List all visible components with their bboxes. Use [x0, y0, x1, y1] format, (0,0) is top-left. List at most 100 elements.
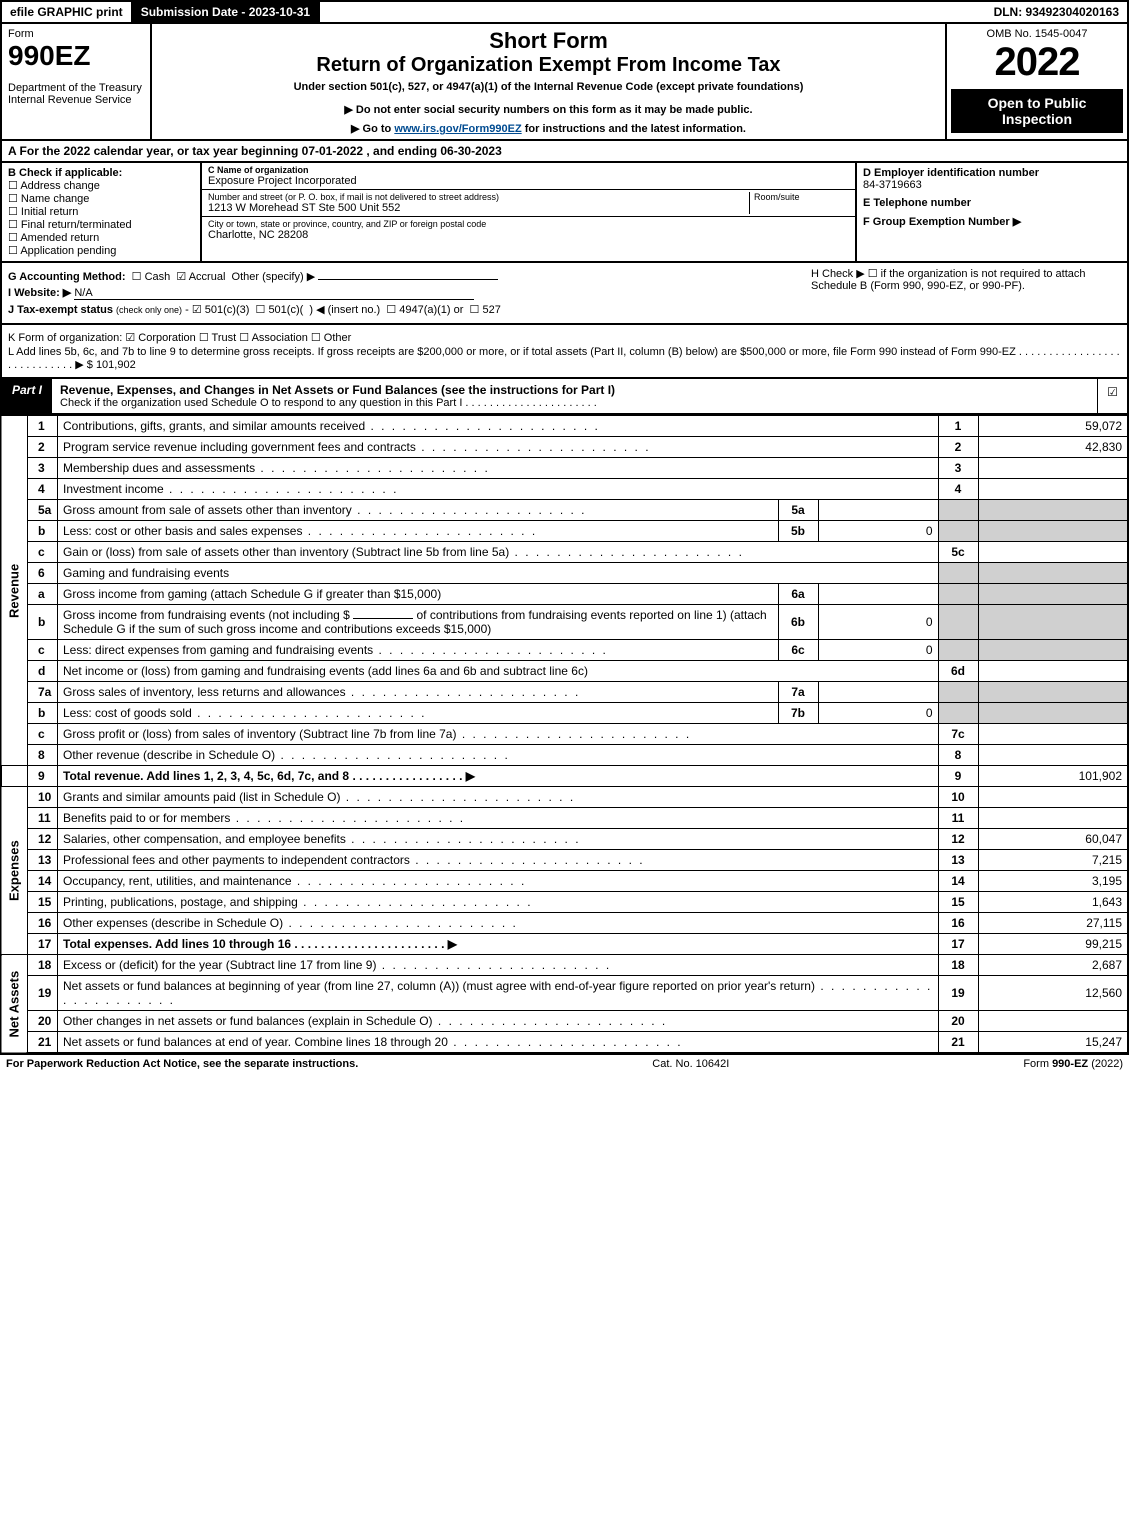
page-footer: For Paperwork Reduction Act Notice, see … — [0, 1054, 1129, 1073]
ln-14-rn: 14 — [938, 871, 978, 892]
chk-initial-return[interactable] — [8, 206, 21, 218]
website-val: N/A — [74, 287, 474, 300]
ln-13-desc: Professional fees and other payments to … — [63, 853, 645, 867]
ln-10-num: 10 — [28, 787, 58, 808]
table-row: b Less: cost or other basis and sales ex… — [1, 521, 1128, 542]
ln-8-desc: Other revenue (describe in Schedule O) — [63, 748, 510, 762]
opt-amended-return: Amended return — [20, 232, 99, 244]
ln-13-num: 13 — [28, 850, 58, 871]
ln-9-desc: Total revenue. Add lines 1, 2, 3, 4, 5c,… — [58, 766, 939, 787]
ln-12-rn: 12 — [938, 829, 978, 850]
ln-15-amt: 1,643 — [978, 892, 1128, 913]
ln-19-desc: Net assets or fund balances at beginning… — [63, 979, 932, 1007]
org-street: 1213 W Morehead ST Ste 500 Unit 552 — [208, 202, 749, 214]
ln-7b-sv: 0 — [818, 703, 938, 724]
table-row: 2 Program service revenue including gove… — [1, 437, 1128, 458]
chk-final-return[interactable] — [8, 219, 21, 231]
spacer — [1, 766, 28, 787]
ln-18-desc: Excess or (deficit) for the year (Subtra… — [63, 958, 611, 972]
ln-1-desc: Contributions, gifts, grants, and simila… — [63, 419, 600, 433]
ln-8-rn: 8 — [938, 745, 978, 766]
ln-11-rn: 11 — [938, 808, 978, 829]
ln-18-amt: 2,687 — [978, 955, 1128, 976]
chk-accrual[interactable] — [176, 271, 188, 283]
ln-1-num: 1 — [28, 416, 58, 437]
chk-4947[interactable] — [386, 304, 399, 316]
side-netassets: Net Assets — [1, 955, 28, 1054]
table-row: 14 Occupancy, rent, utilities, and maint… — [1, 871, 1128, 892]
section-kl: K Form of organization: ☑ Corporation ☐ … — [0, 325, 1129, 379]
opt-address-change: Address change — [20, 180, 100, 192]
form-word: Form — [8, 28, 144, 40]
table-row: b Gross income from fundraising events (… — [1, 605, 1128, 640]
ssn-warning: ▶ Do not enter social security numbers o… — [160, 103, 937, 116]
shade-cell — [978, 703, 1128, 724]
ln-5b-sv: 0 — [818, 521, 938, 542]
ln-9-amt: 101,902 — [978, 766, 1128, 787]
table-row: 20 Other changes in net assets or fund b… — [1, 1011, 1128, 1032]
table-row: 19 Net assets or fund balances at beginn… — [1, 976, 1128, 1011]
irs-link[interactable]: www.irs.gov/Form990EZ — [394, 123, 521, 135]
g-other: Other (specify) ▶ — [232, 271, 316, 283]
g-other-input[interactable] — [318, 279, 498, 280]
form-header: Form 990EZ Department of the Treasury In… — [0, 22, 1129, 141]
section-c-org: C Name of organization Exposure Project … — [202, 163, 857, 261]
ln-2-num: 2 — [28, 437, 58, 458]
cat-no: Cat. No. 10642I — [652, 1058, 729, 1070]
ln-6c-desc: Less: direct expenses from gaming and fu… — [63, 643, 608, 657]
ln-16-desc: Other expenses (describe in Schedule O) — [63, 916, 518, 930]
table-row: 6 Gaming and fundraising events — [1, 563, 1128, 584]
shade-cell — [978, 500, 1128, 521]
part1-schedule-o-check[interactable]: ☑ — [1097, 379, 1127, 413]
ln-2-desc: Program service revenue including govern… — [63, 440, 651, 454]
table-row: d Net income or (loss) from gaming and f… — [1, 661, 1128, 682]
ln-5b-desc: Less: cost or other basis and sales expe… — [63, 524, 537, 538]
side-expenses: Expenses — [1, 787, 28, 955]
submission-date: Submission Date - 2023-10-31 — [133, 2, 320, 22]
table-row: c Less: direct expenses from gaming and … — [1, 640, 1128, 661]
ln-8-amt — [978, 745, 1128, 766]
i-label: I Website: ▶ — [8, 287, 71, 299]
section-def: D Employer identification number 84-3719… — [857, 163, 1127, 261]
shade-cell — [938, 605, 978, 640]
form-ref-post: (2022) — [1088, 1058, 1123, 1070]
chk-application-pending[interactable] — [8, 245, 20, 257]
ln-18-rn: 18 — [938, 955, 978, 976]
ln-6b-d1: Gross income from fundraising events (no… — [63, 608, 350, 622]
ln-9-rn: 9 — [938, 766, 978, 787]
ln-6b-desc: Gross income from fundraising events (no… — [58, 605, 779, 640]
table-row: 4 Investment income 4 — [1, 479, 1128, 500]
ln-6b-blank[interactable] — [353, 618, 413, 619]
chk-501c[interactable] — [256, 304, 269, 316]
chk-address-change[interactable] — [8, 180, 20, 192]
section-a-taxyear: A For the 2022 calendar year, or tax yea… — [0, 141, 1129, 163]
ln-6d-amt — [978, 661, 1128, 682]
dln: DLN: 93492304020163 — [986, 2, 1127, 22]
ln-18-num: 18 — [28, 955, 58, 976]
chk-name-change[interactable] — [8, 193, 21, 205]
ln-7a-num: 7a — [28, 682, 58, 703]
table-row: c Gain or (loss) from sale of assets oth… — [1, 542, 1128, 563]
j-tax-exempt: J Tax-exempt status (check only one) - 5… — [8, 303, 1121, 316]
link-pre: ▶ Go to — [351, 123, 394, 135]
ln-21-rn: 21 — [938, 1032, 978, 1054]
ln-6d-num: d — [28, 661, 58, 682]
ln-6d-desc: Net income or (loss) from gaming and fun… — [58, 661, 939, 682]
irs-link-line: ▶ Go to www.irs.gov/Form990EZ for instru… — [160, 122, 937, 135]
chk-amended-return[interactable] — [8, 232, 20, 244]
chk-527[interactable] — [470, 304, 483, 316]
ln-6a-sv — [818, 584, 938, 605]
k-form-org: K Form of organization: ☑ Corporation ☐ … — [8, 331, 1121, 344]
opt-initial-return: Initial return — [21, 206, 78, 218]
part1-badge: Part I — [2, 379, 52, 413]
g-cash: Cash — [145, 271, 171, 283]
ln-19-amt: 12,560 — [978, 976, 1128, 1011]
chk-cash[interactable] — [132, 271, 145, 283]
ln-16-num: 16 — [28, 913, 58, 934]
open-inspection-badge: Open to Public Inspection — [951, 89, 1123, 133]
ln-5c-desc: Gain or (loss) from sale of assets other… — [63, 545, 744, 559]
chk-501c3[interactable] — [192, 304, 205, 316]
table-row: 12 Salaries, other compensation, and emp… — [1, 829, 1128, 850]
part1-title-text: Revenue, Expenses, and Changes in Net As… — [60, 383, 615, 397]
org-name: Exposure Project Incorporated — [208, 175, 849, 187]
